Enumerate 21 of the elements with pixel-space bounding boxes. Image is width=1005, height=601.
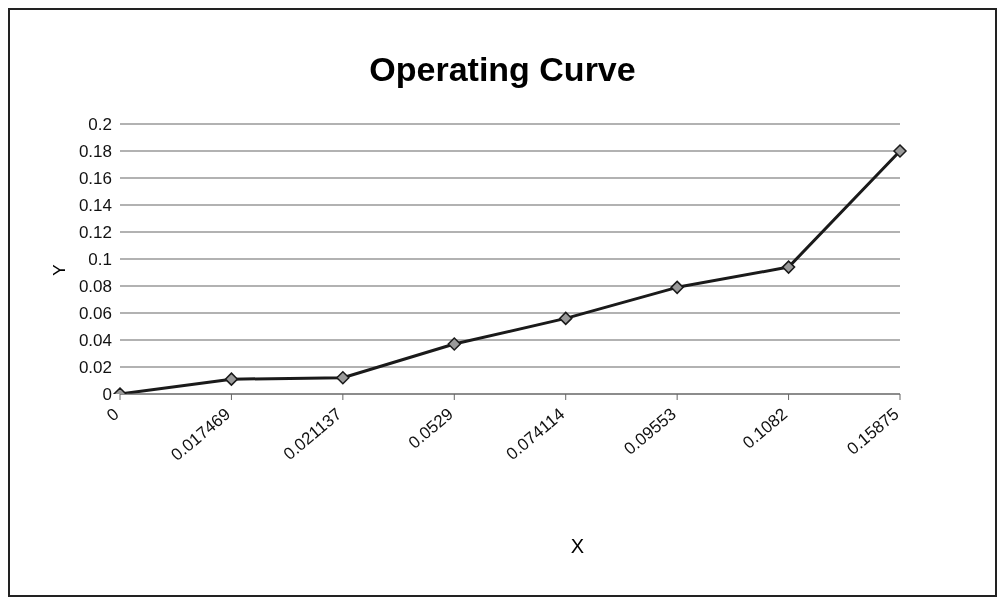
y-tick-label: 0.2 bbox=[88, 115, 112, 135]
x-axis-title: X bbox=[569, 535, 586, 558]
y-tick-label: 0.06 bbox=[78, 304, 112, 324]
y-tick-label: 0.08 bbox=[78, 277, 112, 297]
point bbox=[558, 311, 573, 326]
y-tick-label: 0.02 bbox=[78, 358, 112, 378]
y-tick-label: 0.12 bbox=[78, 223, 112, 243]
y-tick-label: 0 bbox=[102, 385, 112, 405]
y-axis-title: Y bbox=[49, 264, 70, 276]
y-tick-label: 0.14 bbox=[78, 196, 112, 216]
y-tick-label: 0.1 bbox=[88, 250, 112, 270]
y-tick-label: 0.18 bbox=[78, 142, 112, 162]
chart-title: Operating Curve bbox=[368, 50, 637, 90]
y-tick-label: 0.16 bbox=[78, 169, 112, 189]
point bbox=[447, 337, 462, 351]
point bbox=[781, 260, 796, 274]
y-tick-label: 0.04 bbox=[78, 331, 112, 351]
point bbox=[893, 144, 907, 158]
point bbox=[224, 372, 239, 386]
point bbox=[670, 280, 684, 295]
point bbox=[336, 371, 350, 385]
